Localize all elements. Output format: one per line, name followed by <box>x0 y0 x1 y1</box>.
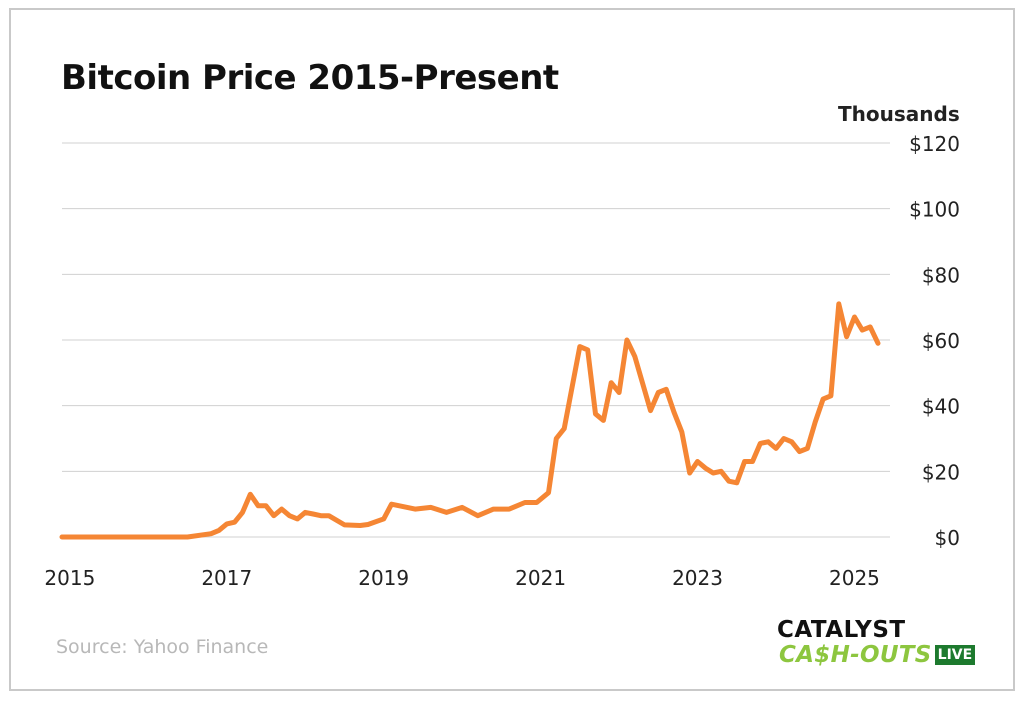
y-tick-label: $60 <box>922 329 960 353</box>
y-tick-label: $20 <box>922 460 960 484</box>
logo-cashouts: CA$H-OUTS LIVE <box>779 642 976 668</box>
logo-catalyst: CATALYST <box>777 617 906 643</box>
x-tick-label: 2019 <box>358 566 409 590</box>
chart-frame <box>9 8 1015 691</box>
x-tick-label: 2025 <box>829 566 880 590</box>
y-tick-label: $100 <box>909 198 960 222</box>
price-line <box>59 301 881 540</box>
source-note: Source: Yahoo Finance <box>56 636 269 658</box>
y-tick-label: $0 <box>935 526 960 550</box>
chart-title: Bitcoin Price 2015-Present <box>61 58 559 98</box>
y-tick-labels: $0 $20 $40 $60 $80 $100 $120 <box>909 132 960 550</box>
y-tick-label: $40 <box>922 395 960 419</box>
x-tick-label: 2023 <box>672 566 723 590</box>
y-tick-label: $80 <box>922 263 960 287</box>
grid-lines <box>62 142 890 538</box>
x-tick-label: 2021 <box>515 566 566 590</box>
y-tick-label: $120 <box>909 132 960 156</box>
logo-live-badge: LIVE <box>934 645 976 665</box>
y-axis-units-label: Thousands <box>838 102 960 126</box>
x-tick-labels: 2015 2017 2019 2021 2023 2025 <box>44 566 880 590</box>
x-tick-label: 2015 <box>44 566 95 590</box>
x-tick-label: 2017 <box>201 566 252 590</box>
logo-cashouts-text: CA$H-OUTS <box>779 642 932 668</box>
